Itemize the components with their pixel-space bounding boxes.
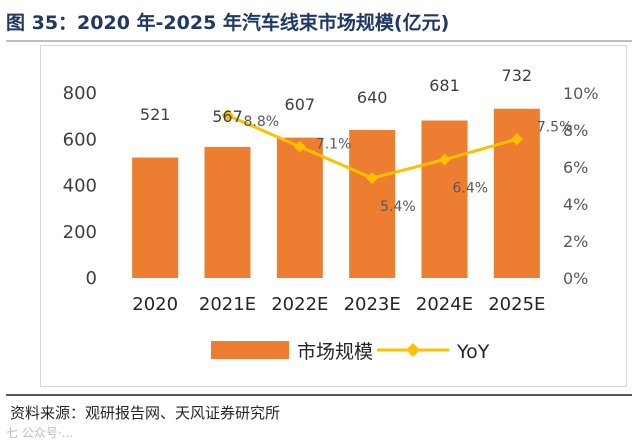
yoy-point-2024E [438, 153, 451, 166]
right-tick-10pct: 10% [563, 84, 599, 103]
category-label-2021E: 2021E [199, 294, 256, 315]
right-tick-2pct: 2% [563, 232, 588, 251]
left-tick-800: 800 [63, 83, 97, 104]
right-tick-4pct: 4% [563, 195, 588, 214]
axes-layer: 0 200 400 600 800 0% 2% 4% 6% 8% 10% 2020 2021E 2022E… [63, 83, 599, 315]
bars-layer [132, 108, 540, 278]
right-tick-6pct: 6% [563, 158, 588, 177]
bar-label-2021E: 567 [212, 107, 243, 126]
watermark-text: 七 公众号·... [6, 426, 74, 440]
bar-label-2022E: 607 [285, 95, 316, 114]
bar-2020 [132, 157, 179, 278]
legend-label-market-size: 市场规模 [297, 341, 373, 363]
category-label-2022E: 2022E [271, 294, 328, 315]
bar-2024E [421, 120, 468, 278]
chart-svg: 521 567 607 640 681 732 8.8% 7.1% 5.4% 6.4% 7.5% 0… [63, 66, 599, 363]
bar-label-2024E: 681 [429, 76, 460, 95]
source-note: 资料来源：观研报告网、天风证券研究所 [10, 404, 281, 422]
labels-layer: 521 567 607 640 681 732 8.8% 7.1% 5.4% 6.4% 7.5% [140, 66, 573, 215]
yoy-point-2023E [366, 172, 379, 185]
left-tick-0: 0 [86, 268, 97, 289]
bar-2022E [276, 137, 323, 278]
chart-frame: 521 567 607 640 681 732 8.8% 7.1% 5.4% 6.4% 7.5% 0… [40, 45, 627, 387]
yoy-label-2021E: 8.8% [244, 114, 280, 130]
legend-bar-swatch [211, 341, 289, 359]
source-divider [6, 394, 632, 396]
bar-2021E [204, 146, 251, 278]
yoy-label-2025E: 7.5% [537, 119, 573, 135]
legend-label-yoy: YoY [456, 341, 490, 363]
category-label-2023E: 2023E [344, 294, 401, 315]
yoy-point-2022E [293, 140, 306, 153]
right-tick-8pct: 8% [563, 121, 588, 140]
title-divider [6, 40, 632, 42]
yoy-point-2025E [510, 133, 523, 146]
left-tick-600: 600 [63, 129, 97, 150]
category-label-2020: 2020 [132, 294, 178, 315]
right-tick-0pct: 0% [563, 269, 588, 288]
bar-label-2023E: 640 [357, 88, 388, 107]
bar-label-2025E: 732 [502, 66, 533, 85]
yoy-label-2023E: 5.4% [380, 199, 416, 215]
bar-2023E [349, 130, 396, 278]
category-label-2024E: 2024E [416, 294, 473, 315]
yoy-label-2024E: 6.4% [453, 181, 489, 197]
figure-title: 图 35：2020 年-2025 年汽车线束市场规模(亿元) [6, 12, 450, 34]
category-label-2025E: 2025E [488, 294, 545, 315]
left-tick-400: 400 [63, 176, 97, 197]
bar-label-2020: 521 [140, 105, 171, 124]
left-tick-200: 200 [63, 222, 97, 243]
line-layer [221, 109, 523, 185]
yoy-point-2021E [221, 109, 234, 122]
yoy-label-2022E: 7.1% [316, 137, 352, 153]
legend-diamond-marker [406, 343, 420, 357]
legend-layer: 市场规模 YoY [211, 341, 490, 363]
